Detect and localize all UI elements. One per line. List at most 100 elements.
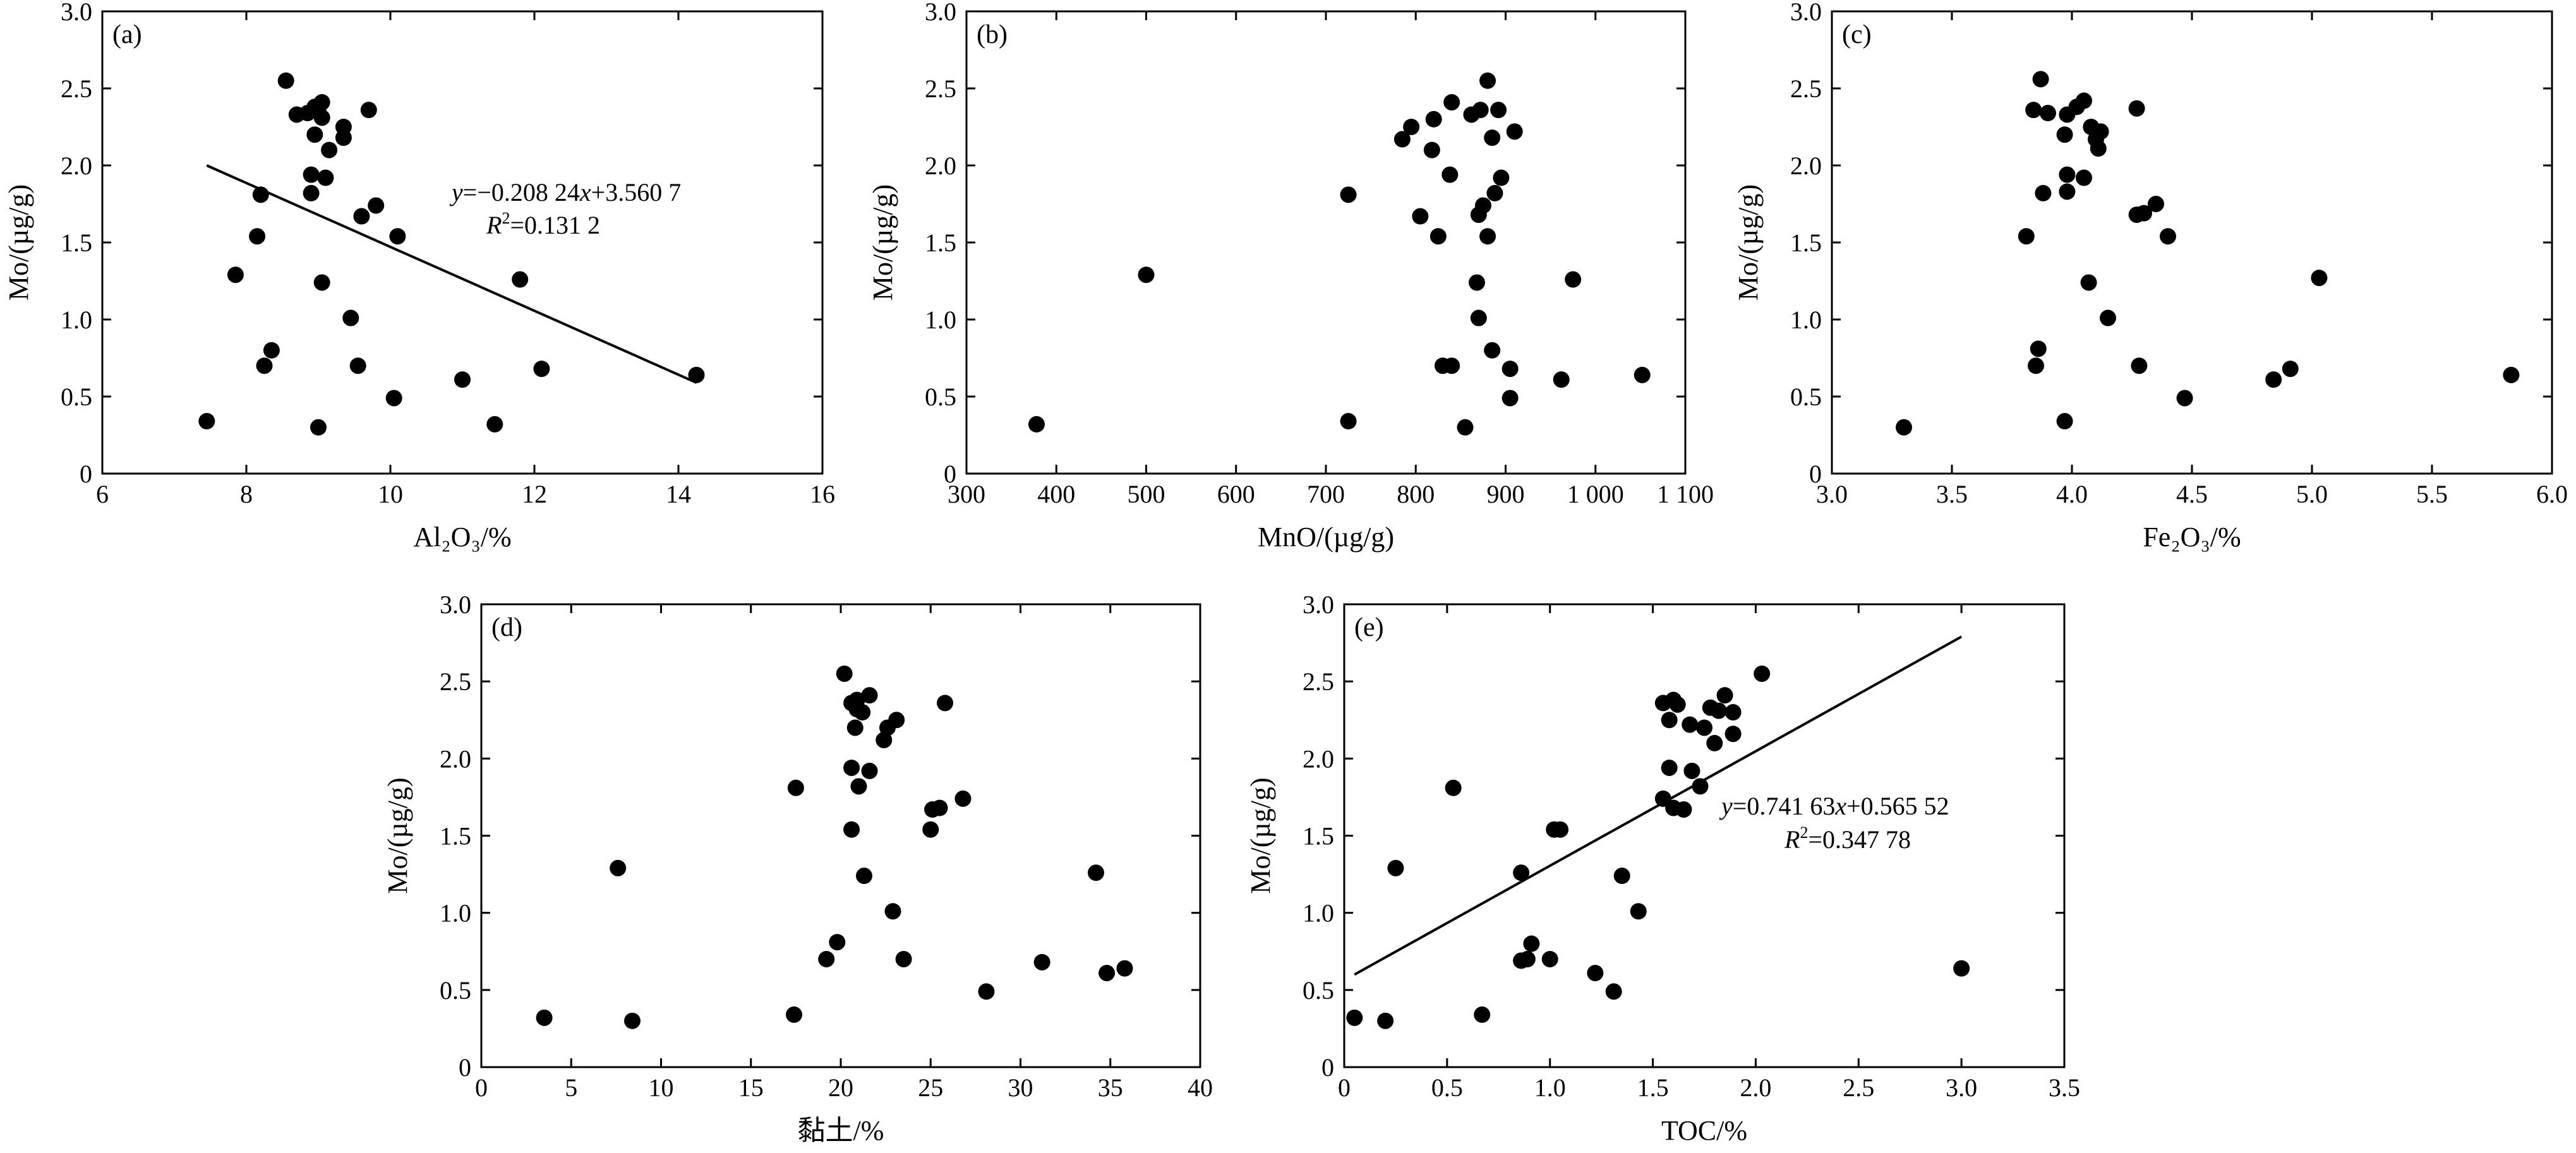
data-point xyxy=(335,129,352,146)
x-tick-label: 5.0 xyxy=(2296,480,2328,508)
x-tick-label: 0 xyxy=(1338,1073,1351,1102)
data-point xyxy=(1587,964,1604,981)
data-point xyxy=(1425,111,1442,128)
x-tick-label: 10 xyxy=(649,1073,674,1102)
y-tick-label: 0 xyxy=(944,460,956,488)
x-tick-label: 1.5 xyxy=(1637,1073,1669,1102)
y-tick-label: 1.5 xyxy=(1303,822,1334,851)
x-tick-label: 3.5 xyxy=(2049,1073,2080,1102)
x-tick-label: 3.0 xyxy=(1816,480,1848,508)
x-tick-label: 400 xyxy=(1037,480,1075,508)
x-tick-label: 1 000 xyxy=(1567,480,1624,508)
data-point xyxy=(249,228,266,245)
data-point xyxy=(1138,266,1155,284)
data-point xyxy=(1474,197,1491,214)
data-point xyxy=(688,366,705,383)
y-tick-label: 2.5 xyxy=(440,667,471,696)
data-point xyxy=(1033,953,1050,971)
data-point xyxy=(227,266,244,284)
data-point xyxy=(1340,413,1357,430)
y-tick-label: 3.0 xyxy=(1303,590,1334,619)
y-tick-label: 2.0 xyxy=(1790,152,1822,180)
data-point xyxy=(349,357,366,374)
data-point xyxy=(385,390,402,407)
y-axis-title: Mo/(µg/g) xyxy=(382,777,413,893)
data-point xyxy=(2100,309,2116,326)
x-tick-label: 700 xyxy=(1307,480,1345,508)
plot-frame xyxy=(1831,10,2553,475)
regression-equation: y=0.741 63x+0.565 52 xyxy=(1719,792,1949,820)
data-point xyxy=(303,184,320,201)
data-point xyxy=(1441,166,1459,183)
data-point xyxy=(818,950,835,967)
x-tick-label: 600 xyxy=(1217,480,1255,508)
y-tick-label: 1.0 xyxy=(1790,306,1822,334)
x-tick-label: 25 xyxy=(918,1073,943,1102)
x-axis-title: 黏土/% xyxy=(798,1115,884,1146)
data-point xyxy=(623,1012,641,1029)
data-point xyxy=(353,208,370,225)
data-point xyxy=(1443,357,1460,374)
x-tick-label: 40 xyxy=(1188,1073,1213,1102)
data-point xyxy=(1087,864,1104,881)
data-point xyxy=(931,799,948,816)
data-point xyxy=(884,903,901,920)
data-point xyxy=(850,778,867,795)
panel-label: (b) xyxy=(977,20,1008,49)
x-tick-label: 8 xyxy=(240,480,253,508)
data-point xyxy=(2282,361,2299,378)
panel-label: (a) xyxy=(112,20,142,49)
data-point xyxy=(252,186,269,203)
data-point xyxy=(310,419,327,436)
r-squared: R2=0.347 78 xyxy=(1784,823,1911,854)
data-point xyxy=(2311,270,2328,287)
data-point xyxy=(2059,166,2076,183)
data-point xyxy=(1696,719,1712,736)
y-tick-label: 0.5 xyxy=(1790,383,1822,411)
x-tick-label: 6.0 xyxy=(2536,480,2568,508)
data-point xyxy=(1445,779,1462,796)
x-tick-label: 3.5 xyxy=(1936,480,1968,508)
y-tick-label: 0 xyxy=(80,460,92,488)
x-tick-label: 10 xyxy=(378,480,403,508)
data-point xyxy=(1116,960,1133,977)
data-point xyxy=(843,759,860,776)
y-tick-label: 2.5 xyxy=(1303,667,1334,696)
data-point xyxy=(306,126,323,143)
x-axis-title: TOC/% xyxy=(1661,1115,1747,1146)
x-tick-label: 35 xyxy=(1098,1073,1123,1102)
data-point xyxy=(2059,183,2076,200)
y-axis-title: Mo/(µg/g) xyxy=(1245,777,1276,893)
data-point xyxy=(1692,778,1709,795)
x-tick-label: 12 xyxy=(522,480,547,508)
data-point xyxy=(1565,271,1582,288)
data-point xyxy=(1470,309,1487,326)
x-tick-label: 800 xyxy=(1397,480,1435,508)
data-point xyxy=(937,695,954,712)
data-point xyxy=(2032,71,2049,88)
data-point xyxy=(786,1006,803,1023)
data-point xyxy=(1423,141,1440,158)
data-point xyxy=(303,166,320,183)
y-tick-label: 2.0 xyxy=(1303,744,1334,773)
data-point xyxy=(1443,93,1460,111)
data-point xyxy=(317,169,334,186)
data-point xyxy=(1412,208,1429,225)
y-tick-label: 1.5 xyxy=(1790,229,1822,257)
data-point xyxy=(310,103,327,120)
data-point xyxy=(1468,274,1485,291)
data-point xyxy=(1630,903,1647,920)
data-point xyxy=(1387,859,1404,876)
data-point xyxy=(848,691,865,708)
x-tick-label: 300 xyxy=(948,480,985,508)
data-point xyxy=(389,228,406,245)
data-point xyxy=(2035,184,2052,201)
x-tick-label: 5 xyxy=(565,1073,577,1102)
data-point xyxy=(895,950,912,967)
chart-panel-4: 0 5 10 15 20 25 30 35 40 0 0.5 1.0 1.5 2.0 2.5 3.0 (d) 黏土… xyxy=(382,590,1213,1146)
y-tick-label: 2.5 xyxy=(925,75,956,103)
panel-label: (c) xyxy=(1842,20,1872,49)
data-point xyxy=(1605,983,1622,1000)
data-point xyxy=(1661,712,1678,729)
